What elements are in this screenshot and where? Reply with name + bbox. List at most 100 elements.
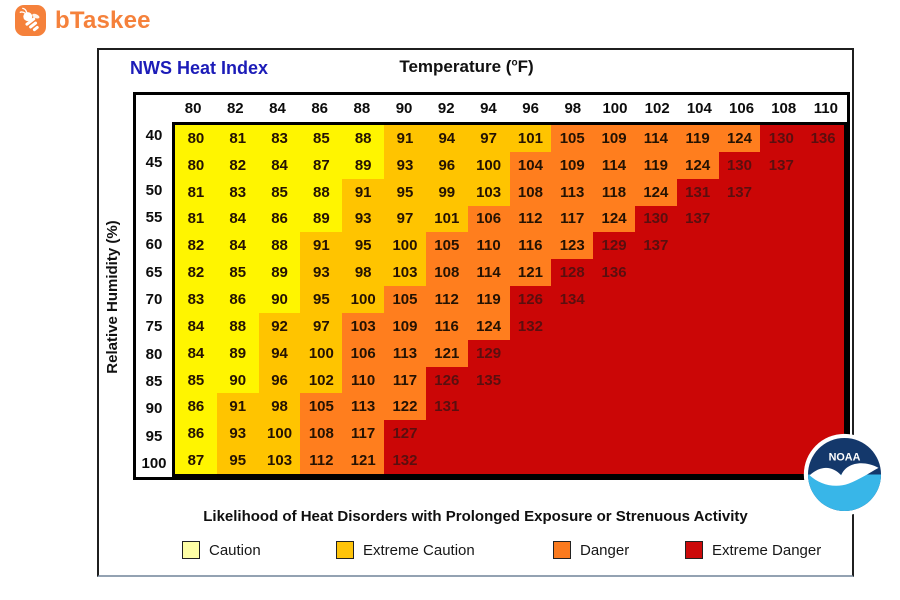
heat-cell: 88 (300, 178, 343, 206)
heat-cell (802, 312, 844, 340)
heat-cell (509, 447, 552, 474)
heat-cell: 124 (593, 205, 635, 233)
footnote: Likelihood of Heat Disorders with Prolon… (203, 508, 748, 525)
heat-cell: 91 (300, 232, 343, 260)
heat-cell: 103 (384, 259, 426, 287)
heat-cell: 130 (634, 205, 677, 233)
heat-cell: 121 (425, 339, 468, 367)
rh-row-header: 45 (145, 154, 163, 172)
rh-row-header: 60 (145, 236, 163, 254)
temp-col-header: 98 (564, 100, 582, 117)
heat-cell: 112 (300, 447, 343, 474)
temp-col-header: 88 (353, 100, 371, 117)
heat-cell (551, 312, 594, 340)
heat-cell (676, 312, 719, 340)
heat-cell: 89 (258, 259, 301, 287)
heat-cell: 118 (593, 178, 635, 206)
heat-cell: 119 (634, 151, 677, 179)
heat-cell: 112 (425, 286, 468, 313)
heat-cell: 113 (551, 178, 594, 206)
temp-col-header: 94 (480, 100, 497, 117)
heat-cell: 91 (384, 125, 426, 152)
heat-cell (718, 366, 761, 394)
heat-cell: 93 (216, 420, 259, 448)
heat-cell: 90 (258, 286, 301, 313)
heat-cell: 84 (175, 339, 217, 367)
rh-col: 40 45 50 55 60 65 70 75 80 85 90 95 100 (136, 122, 172, 477)
heat-cell (593, 286, 635, 313)
heat-cell (718, 286, 761, 313)
heat-cell: 128 (551, 259, 594, 287)
heat-cell (802, 259, 844, 287)
temp-col-header: 96 (522, 100, 539, 117)
x-axis-title-post: F) (517, 57, 534, 76)
heat-cell: 129 (467, 339, 510, 367)
heat-cell: 86 (258, 205, 301, 233)
heat-cell: 91 (216, 393, 259, 421)
rh-row-header: 85 (145, 372, 163, 390)
heat-cell: 110 (467, 232, 510, 260)
degree-symbol: o (511, 57, 518, 69)
heat-cell: 82 (175, 232, 217, 260)
heat-cell: 103 (258, 447, 301, 474)
bee-icon (15, 5, 46, 36)
heat-cell: 83 (258, 125, 301, 152)
heat-cell (676, 232, 719, 260)
heat-cell (760, 312, 803, 340)
heat-cell (467, 393, 510, 421)
rh-row-header: 70 (145, 290, 163, 308)
heat-cell: 84 (216, 232, 259, 260)
heat-cell: 131 (676, 178, 719, 206)
heat-cell: 96 (258, 366, 301, 394)
heat-cell: 100 (467, 151, 510, 179)
heat-cell: 105 (551, 125, 594, 152)
heat-cell (802, 232, 844, 260)
heat-cell (551, 366, 594, 394)
heat-cell (676, 393, 719, 421)
heat-cell (593, 420, 635, 448)
heat-cell: 132 (384, 447, 426, 474)
legend-item: Caution (182, 540, 261, 560)
heat-cell (802, 393, 844, 421)
heat-cell: 98 (258, 393, 301, 421)
heat-cell (676, 420, 719, 448)
rh-row-header: 55 (145, 209, 163, 227)
legend-swatch (182, 541, 200, 559)
heat-cell (634, 312, 677, 340)
heat-cell: 95 (384, 178, 426, 206)
heat-cell (760, 393, 803, 421)
heat-cell: 108 (425, 259, 468, 287)
rh-row-header: 80 (145, 345, 163, 363)
legend-label: Caution (209, 541, 261, 559)
heat-cell (551, 447, 594, 474)
heat-cell (760, 286, 803, 313)
noaa-logo: NOAA (803, 433, 886, 516)
rh-row-header: 100 (141, 454, 167, 472)
legend-swatch (685, 541, 703, 559)
heat-cell: 130 (760, 125, 803, 152)
heat-cell: 132 (509, 312, 552, 340)
heat-cell (634, 366, 677, 394)
heat-cell (718, 312, 761, 340)
heat-cell: 85 (216, 259, 259, 287)
heat-cell: 121 (342, 447, 385, 474)
heat-cell: 88 (216, 312, 259, 340)
heat-cell: 108 (509, 178, 552, 206)
heat-cell: 99 (425, 178, 468, 206)
heat-cell: 100 (384, 232, 426, 260)
heat-cell: 126 (425, 366, 468, 394)
legend-item: Extreme Danger (685, 540, 821, 560)
heat-cell: 101 (509, 125, 552, 152)
legend-label: Extreme Caution (363, 541, 475, 559)
heat-cell: 112 (509, 205, 552, 233)
heat-cell: 122 (384, 393, 426, 421)
heat-cell: 105 (425, 232, 468, 260)
temp-col-header: 104 (686, 100, 712, 117)
legend-swatch (553, 541, 571, 559)
heat-cell: 114 (593, 151, 635, 179)
heat-cell (676, 447, 719, 474)
temp-col-header: 102 (644, 100, 670, 117)
heat-index-chart-card: NWS Heat Index Temperature (oF) Relative… (97, 48, 886, 577)
heat-cell: 98 (342, 259, 385, 287)
